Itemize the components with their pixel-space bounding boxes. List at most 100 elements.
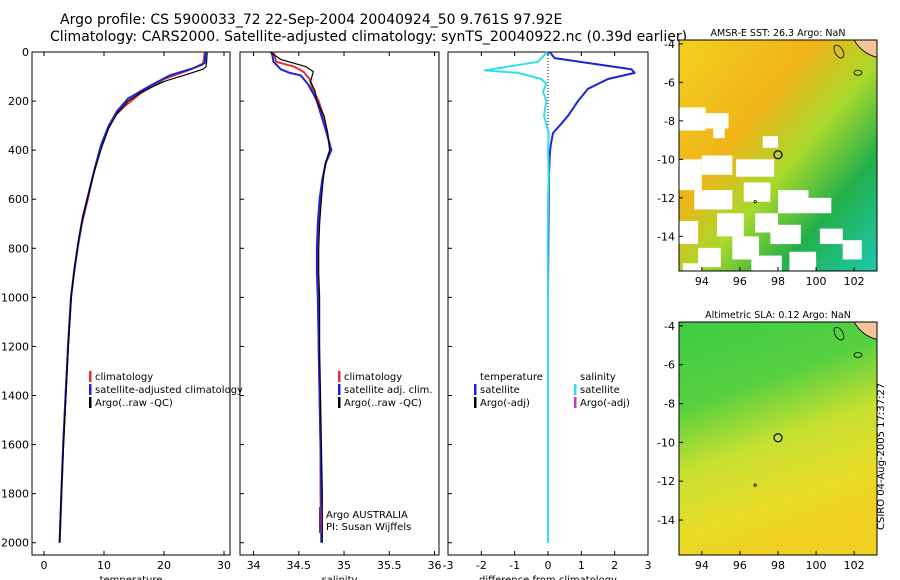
missing-data-cell <box>762 136 778 148</box>
x-tick-label: 94 <box>695 275 709 288</box>
missing-data-cell <box>705 113 729 129</box>
y-tick-label: 1000 <box>1 291 29 304</box>
map-title: AMSR-E SST: 26.3 Argo: NaN <box>711 28 846 39</box>
missing-data-cell <box>755 213 778 233</box>
y-tick-label: 0 <box>22 46 29 59</box>
missing-data-cell <box>694 190 733 210</box>
plot-frame <box>239 51 440 556</box>
x-tick-label: 20 <box>157 559 171 572</box>
difference-legend-right-item-label: Argo(-adj) <box>580 398 630 409</box>
difference-legend-left-item-swatch <box>474 397 477 408</box>
temperature-legend-item-label: satellite-adjusted climatology <box>95 385 243 396</box>
missing-data-cell <box>679 107 706 131</box>
x-tick-label: 0 <box>545 559 552 572</box>
missing-data-cell <box>682 263 702 275</box>
difference-legend-right-item-label: satellite <box>580 385 620 396</box>
x-axis-label: difference from climatology <box>479 575 617 580</box>
temperature-panel: 0 10 20 30 temperature 0 200 400 600 800 1000 1200 1… <box>1 46 243 580</box>
temperature-legend-item-swatch <box>89 371 92 382</box>
missing-data-cell <box>717 213 744 237</box>
series-line-climatology <box>272 51 332 543</box>
difference-legend-left-item-swatch <box>474 384 477 395</box>
small-island-marker <box>753 483 757 487</box>
island-outline <box>833 326 845 341</box>
y-tick-label: 200 <box>8 95 29 108</box>
difference-legend-left-item-swatch <box>474 371 477 382</box>
salinity-legend-item-swatch <box>338 384 341 395</box>
missing-data-cell <box>751 255 782 271</box>
missing-data-cell <box>679 220 699 245</box>
map-field <box>679 322 877 555</box>
difference-legend-right-item-swatch <box>574 384 577 395</box>
salinity-legend-item-label: Argo(..raw -QC) <box>344 398 422 409</box>
x-tick-label: 100 <box>806 275 827 288</box>
y-tick-label: 400 <box>8 144 29 157</box>
difference-legend-left-item-label: satellite <box>480 385 520 396</box>
temperature-legend-item-label: climatology <box>95 372 153 383</box>
y-tick-label: 1600 <box>1 439 29 452</box>
temperature-legend-item-label: Argo(..raw -QC) <box>95 398 173 409</box>
map-title: Altimetric SLA: 0.12 Argo: NaN <box>705 310 851 321</box>
missing-data-cell <box>713 128 725 139</box>
y-tick-label: 1800 <box>1 488 29 501</box>
y-tick-label: -8 <box>664 398 675 411</box>
x-axis-label: temperature <box>100 575 163 580</box>
x-tick-label: 98 <box>771 275 785 288</box>
x-tick-label: -1 <box>509 559 520 572</box>
salinity-panel: 34 34.5 35 35.5 36 salinity climatology satelli… <box>239 51 441 580</box>
x-tick-label: 30 <box>217 559 231 572</box>
island-outline <box>853 352 863 358</box>
difference-legend-right-item-swatch <box>574 371 577 382</box>
y-tick-label: 600 <box>8 193 29 206</box>
x-tick-label: 94 <box>695 559 709 572</box>
x-tick-label: 102 <box>844 275 865 288</box>
x-tick-label: 34.5 <box>287 559 312 572</box>
timestamp-label: CSIRO 04-Aug-2005 17:37:27 <box>876 382 887 530</box>
map-frame <box>678 39 878 272</box>
island-outline <box>833 44 845 59</box>
missing-data-cell <box>701 155 733 175</box>
plot-frame <box>447 51 649 556</box>
temperature-legend-item-swatch <box>89 397 92 408</box>
series-line-satellite-adj-clim- <box>270 51 333 543</box>
land-coastline <box>853 321 878 340</box>
x-tick-label: -2 <box>476 559 487 572</box>
map-frame <box>678 321 878 556</box>
x-tick-label: 96 <box>733 275 747 288</box>
missing-data-cell <box>743 182 771 202</box>
x-tick-label: 10 <box>97 559 111 572</box>
salinity-legend-item-swatch <box>338 371 341 382</box>
salinity-annotation: Argo AUSTRALIA <box>326 510 408 521</box>
x-tick-label: -3 <box>443 559 454 572</box>
sla-map-panel: 94 96 98 100 102 -4 -6 -8 -10 -12 -14 Altimetric SL… <box>657 310 878 572</box>
x-tick-label: 3 <box>645 559 652 572</box>
y-tick-label: -4 <box>664 320 675 333</box>
plot-frame <box>31 51 231 556</box>
small-island-marker <box>753 200 757 204</box>
missing-data-cell <box>770 224 801 245</box>
x-tick-label: 36 <box>427 559 441 572</box>
y-tick-label: -10 <box>657 153 675 166</box>
difference-legend-left-item-label: Argo(-adj) <box>480 398 530 409</box>
series-line-climatology <box>58 51 206 543</box>
x-tick-label: 35.5 <box>377 559 402 572</box>
salinity-legend-item-swatch <box>338 397 341 408</box>
y-tick-label: -14 <box>657 514 675 527</box>
series-line-satellite-adjusted-climatology <box>58 51 207 543</box>
x-tick-label: 34 <box>247 559 261 572</box>
annotation-marker <box>319 507 322 533</box>
x-tick-label: 35 <box>337 559 351 572</box>
y-tick-label: 800 <box>8 242 29 255</box>
salinity-legend-item-label: satellite adj. clim. <box>344 385 433 396</box>
difference-legend-right-item-swatch <box>574 397 577 408</box>
x-tick-label: 100 <box>806 559 827 572</box>
difference-legend-left-item-label: temperature <box>480 372 543 383</box>
series-line-salinity-satellite <box>483 51 550 543</box>
missing-data-cell <box>736 159 775 177</box>
x-tick-label: 1 <box>578 559 585 572</box>
y-tick-label: -12 <box>657 192 675 205</box>
salinity-legend-item-label: climatology <box>344 372 402 383</box>
temperature-legend-item-swatch <box>89 384 92 395</box>
